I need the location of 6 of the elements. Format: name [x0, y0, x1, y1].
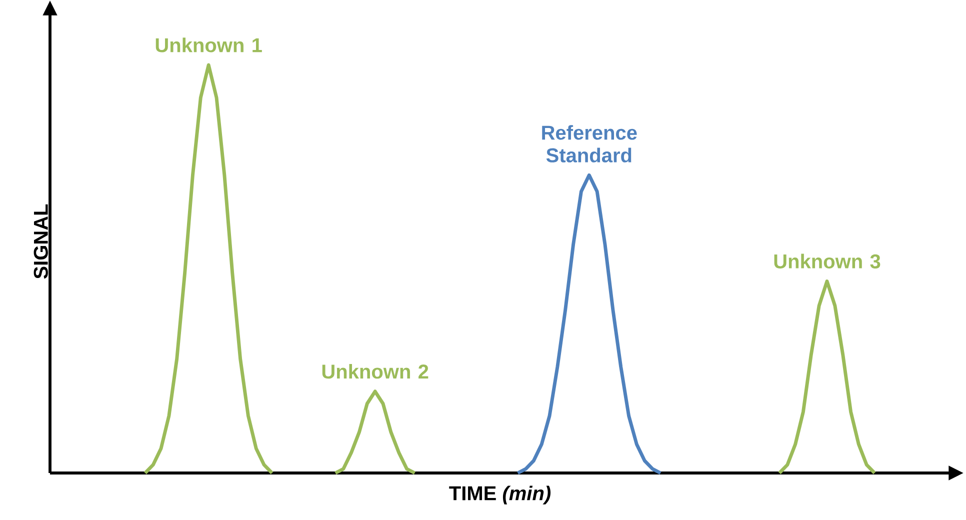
- series-label: Unknown 2: [322, 364, 428, 379]
- series-label: Reference Standard: [542, 125, 637, 162]
- x-axis-title: TIME (min): [449, 486, 551, 504]
- series-label: Unknown 3: [774, 254, 880, 269]
- y-axis-title: SIGNAL: [34, 204, 48, 279]
- series-label: Unknown 1: [156, 38, 262, 52]
